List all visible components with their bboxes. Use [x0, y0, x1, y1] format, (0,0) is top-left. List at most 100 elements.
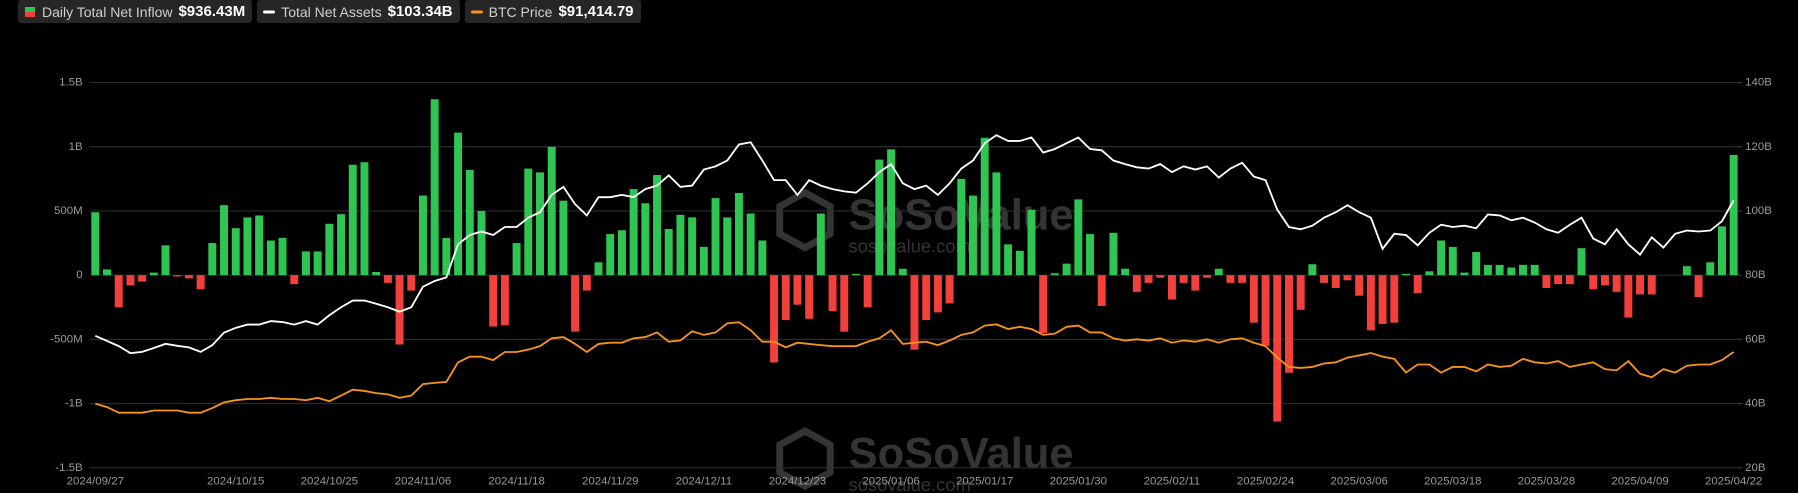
line	[94, 134, 1735, 355]
bar	[278, 237, 287, 276]
bar	[1296, 275, 1305, 310]
bar	[957, 178, 966, 276]
bar	[372, 271, 381, 276]
legend-value: $936.43M	[178, 3, 246, 20]
bar	[1308, 264, 1317, 276]
bar	[641, 203, 650, 276]
y2-tick-label: 60B	[1745, 333, 1766, 345]
bar	[1027, 209, 1036, 276]
x-tick-label: 2024/12/23	[769, 476, 826, 488]
bar	[243, 217, 252, 276]
x-tick-label: 2024/11/18	[488, 476, 544, 488]
legend-item[interactable]: BTC Price $91,414.79	[464, 0, 641, 23]
watermark-site: sosovalue.com	[849, 235, 971, 256]
legend-value: $103.34B	[387, 3, 453, 20]
bar	[1284, 275, 1293, 373]
bar	[875, 159, 884, 276]
y-tick-label: 0	[76, 269, 82, 281]
bar	[1448, 246, 1457, 276]
y-tick-label: 1.5B	[59, 77, 83, 89]
bar	[1554, 275, 1563, 285]
bar	[301, 251, 310, 276]
bar	[1004, 244, 1013, 276]
bar	[1402, 273, 1410, 276]
bar	[1706, 262, 1715, 276]
x-tick-label: 2024/10/25	[301, 476, 358, 488]
x-tick-label: 2025/01/06	[862, 476, 919, 488]
watermark-logo	[776, 427, 834, 491]
y2-tick-label: 100B	[1745, 205, 1772, 217]
bar	[103, 269, 111, 276]
bar	[1636, 275, 1645, 295]
bar	[231, 228, 240, 276]
y2-tick-label: 40B	[1745, 398, 1766, 410]
bar	[1507, 267, 1516, 276]
bar	[781, 275, 790, 321]
legend-icon	[470, 10, 483, 13]
bar	[1495, 264, 1504, 276]
bar	[1647, 275, 1656, 295]
x-tick-label: 2024/11/06	[395, 476, 451, 488]
bar	[126, 275, 135, 286]
bar	[1519, 264, 1527, 276]
bar	[1600, 275, 1609, 286]
bar	[407, 275, 416, 291]
bar	[395, 275, 404, 345]
watermark-brand: SoSoValue	[849, 430, 1074, 478]
x-tick-label: 2025/02/11	[1144, 476, 1200, 488]
bar	[489, 275, 498, 327]
x-tick-label: 2024/09/27	[67, 476, 124, 488]
bar	[348, 164, 357, 276]
bar	[524, 168, 533, 276]
bar	[1565, 275, 1574, 285]
x-tick-label: 2025/03/06	[1331, 476, 1388, 488]
bar	[770, 275, 779, 363]
y-tick-label: 1B	[69, 141, 83, 153]
bar	[1331, 275, 1340, 289]
legend-item[interactable]: Total Net Assets $103.34B	[257, 0, 460, 23]
bar	[1413, 275, 1422, 294]
bar	[629, 189, 638, 276]
y-tick-label: -500M	[50, 333, 82, 345]
bar	[1542, 275, 1551, 289]
bar	[992, 172, 1001, 276]
bar	[1039, 275, 1048, 333]
x-tick-label: 2025/03/18	[1424, 476, 1481, 488]
bar	[816, 213, 825, 276]
bar	[161, 245, 170, 276]
bar	[863, 275, 872, 308]
bar	[383, 275, 392, 283]
bar	[582, 275, 591, 291]
bar	[418, 195, 427, 276]
legend-label: BTC Price	[488, 3, 553, 20]
y2-tick-label: 20B	[1745, 462, 1766, 474]
watermark-site: sosovalue.com	[849, 474, 971, 493]
bar	[1460, 272, 1469, 276]
bar	[536, 172, 544, 276]
bar	[1109, 232, 1118, 276]
bar	[1612, 275, 1621, 292]
bar	[360, 162, 369, 276]
bar	[220, 205, 229, 276]
bar	[325, 223, 334, 276]
legend-swatch	[470, 10, 483, 13]
bar	[512, 243, 521, 276]
legend-item[interactable]: Daily Total Net Inflow $936.43M	[18, 0, 253, 23]
bar	[758, 240, 767, 276]
x-tick-label: 2025/04/09	[1611, 476, 1668, 488]
bar	[1156, 275, 1165, 278]
bar	[173, 275, 182, 277]
bar	[898, 268, 907, 276]
x-tick-label: 2025/01/17	[956, 476, 1013, 488]
bar	[430, 99, 439, 276]
bar	[594, 262, 603, 276]
bar	[653, 175, 661, 276]
bar	[1343, 275, 1352, 281]
bar	[196, 275, 205, 290]
bar	[1214, 268, 1223, 276]
bar	[1694, 275, 1703, 297]
bar	[945, 275, 954, 304]
